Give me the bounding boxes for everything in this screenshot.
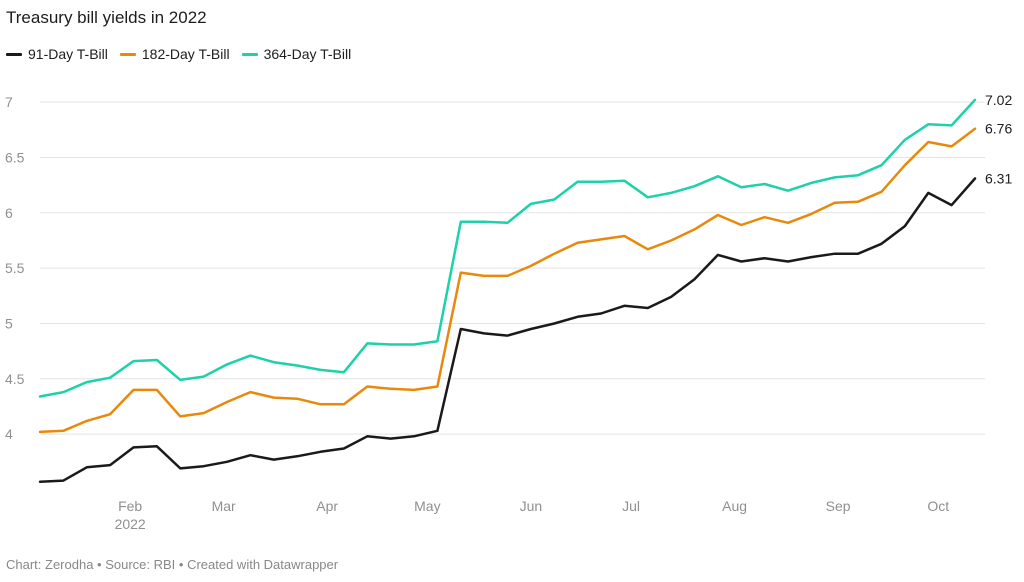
series-line-0: [38, 177, 977, 483]
y-tick-label: 6: [5, 205, 13, 221]
x-tick-label: May: [414, 498, 440, 514]
y-tick-label: 7: [5, 94, 13, 110]
x-tick-label: Jun: [520, 498, 543, 514]
end-value-label: 6.76: [985, 121, 1012, 137]
y-tick-label: 5: [5, 315, 13, 331]
end-value-label: 6.31: [985, 170, 1012, 186]
x-tick-sublabel: 2022: [115, 516, 146, 532]
legend-label-364-day: 364-Day T-Bill: [263, 46, 352, 62]
x-tick-label: Aug: [722, 498, 747, 514]
y-tick-label: 6.5: [5, 149, 25, 165]
y-tick-label: 4: [5, 426, 13, 442]
series-line-2: [38, 98, 977, 398]
x-tick-label: Apr: [316, 498, 338, 514]
chart-title: Treasury bill yields in 2022: [6, 8, 207, 27]
legend-label-182-day: 182-Day T-Bill: [141, 46, 230, 62]
legend-item-364-day: 364-Day T-Bill: [241, 46, 352, 62]
legend-swatch-91-day: [6, 52, 22, 56]
y-tick-label: 4.5: [5, 371, 25, 387]
y-tick-label: 5.5: [5, 260, 25, 276]
legend-item-182-day: 182-Day T-Bill: [119, 46, 230, 62]
chart-footer: Chart: Zerodha • Source: RBI • Created w…: [6, 557, 339, 572]
legend-swatch-182-day: [119, 52, 136, 56]
legend-label-91-day: 91-Day T-Bill: [28, 46, 108, 62]
x-tick-label: Mar: [212, 498, 236, 514]
x-tick-label: Sep: [826, 498, 851, 514]
chart-legend: 91-Day T-Bill 182-Day T-Bill 364-Day T-B…: [6, 46, 363, 62]
end-value-label: 7.02: [985, 92, 1012, 108]
x-tick-label: Feb: [118, 498, 142, 514]
series-line-1: [38, 127, 977, 434]
legend-item-91-day: 91-Day T-Bill: [6, 46, 108, 62]
legend-swatch-364-day: [241, 52, 258, 56]
x-tick-label: Oct: [927, 498, 949, 514]
x-tick-label: Jul: [622, 498, 640, 514]
